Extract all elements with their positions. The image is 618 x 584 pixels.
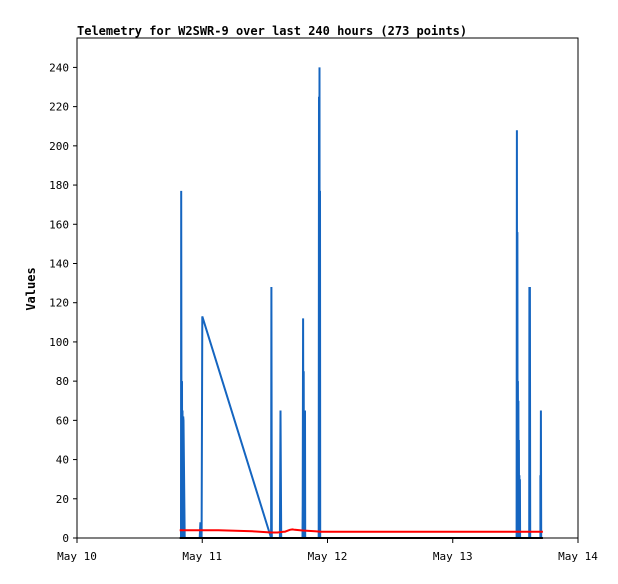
series-line-1 xyxy=(180,67,543,539)
x-tick-label: May 11 xyxy=(182,550,222,563)
chart-title: Telemetry for W2SWR-9 over last 240 hour… xyxy=(77,24,467,38)
x-tick-label: May 14 xyxy=(558,550,598,563)
y-tick-label: 140 xyxy=(49,257,69,270)
y-tick-label: 200 xyxy=(49,140,69,153)
y-tick-label: 20 xyxy=(56,493,69,506)
plot-frame xyxy=(76,37,579,539)
y-tick-label: 80 xyxy=(56,375,69,388)
series-layer xyxy=(179,67,543,539)
y-tick-label: 160 xyxy=(49,218,69,231)
y-axis: 0 20 40 60 80 100 120 140 160 180 200 220 240 xyxy=(49,61,77,545)
x-tick-label: May 12 xyxy=(308,550,348,563)
series-line-2 xyxy=(179,528,543,534)
y-axis-label: Values xyxy=(24,267,38,310)
x-axis: May 10 May 11 May 12 May 13 May 14 xyxy=(57,538,598,563)
y-tick-label: 240 xyxy=(49,61,69,74)
y-tick-label: 60 xyxy=(56,414,69,427)
y-tick-label: 180 xyxy=(49,179,69,192)
y-tick-label: 40 xyxy=(56,454,69,467)
y-tick-label: 100 xyxy=(49,336,69,349)
y-tick-label: 120 xyxy=(49,297,69,310)
y-tick-label: 0 xyxy=(62,532,69,545)
x-tick-label: May 13 xyxy=(433,550,473,563)
x-tick-label: May 10 xyxy=(57,550,97,563)
y-tick-label: 220 xyxy=(49,101,69,114)
